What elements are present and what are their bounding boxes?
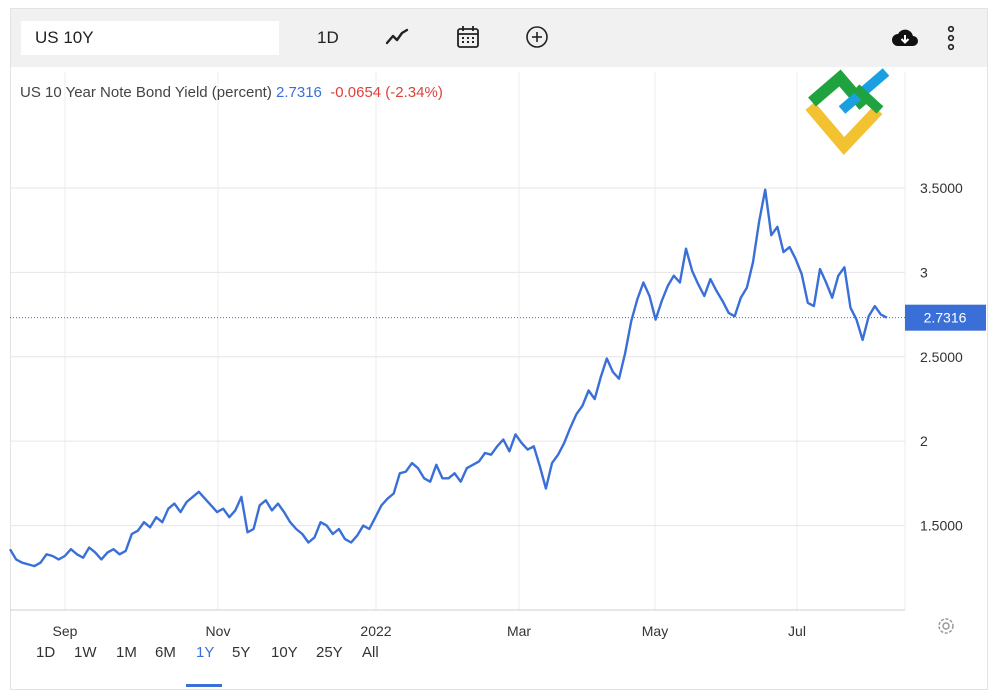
range-tab-1w[interactable]: 1W: [74, 644, 97, 661]
add-circle-icon[interactable]: [525, 25, 549, 54]
series-change: -0.0654 (-2.34%): [330, 84, 443, 101]
brand-logo-icon: [796, 66, 896, 163]
range-tab-1m[interactable]: 1M: [116, 644, 137, 661]
yield-series-line: [8, 188, 888, 568]
range-tab-1d[interactable]: 1D: [36, 644, 56, 661]
x-tick-label: Mar: [507, 623, 531, 639]
line-chart-icon[interactable]: [385, 25, 411, 54]
series-name: US 10 Year Note Bond Yield (percent): [20, 84, 272, 101]
y-tick-label: 1.5000: [920, 518, 963, 534]
range-tab-6m[interactable]: 6M: [155, 644, 176, 661]
series-last-value: 2.7316: [276, 84, 322, 101]
active-range-underline: [186, 684, 222, 687]
x-tick-label: Jul: [788, 623, 806, 639]
x-tick-label: May: [642, 623, 668, 639]
range-tab-all[interactable]: All: [362, 644, 379, 661]
y-tick-label: 3.5000: [920, 180, 963, 196]
toolbar: US 10Y 1D: [11, 9, 987, 67]
range-tab-25y[interactable]: 25Y: [316, 644, 343, 661]
calendar-icon[interactable]: [456, 25, 480, 54]
range-tab-10y[interactable]: 10Y: [271, 644, 298, 661]
interval-selector[interactable]: 1D: [317, 28, 339, 47]
y-tick-label: 2: [920, 433, 928, 449]
cloud-download-icon[interactable]: [891, 27, 919, 54]
last-value-tag: [905, 304, 986, 331]
x-tick-label: 2022: [360, 623, 391, 639]
symbol-search-input[interactable]: US 10Y: [21, 21, 279, 55]
y-tick-label: 3: [920, 264, 928, 280]
x-tick-label: Nov: [206, 623, 231, 639]
more-vertical-icon[interactable]: [946, 25, 956, 56]
x-tick-label: Sep: [53, 623, 78, 639]
last-value-tag-label: 2.7316: [924, 310, 967, 326]
y-tick-label: 2.5000: [920, 349, 963, 365]
series-header: US 10 Year Note Bond Yield (percent) 2.7…: [20, 84, 443, 101]
settings-icon[interactable]: [938, 618, 954, 634]
range-tab-1y[interactable]: 1Y: [196, 644, 215, 661]
range-tab-5y[interactable]: 5Y: [232, 644, 251, 661]
